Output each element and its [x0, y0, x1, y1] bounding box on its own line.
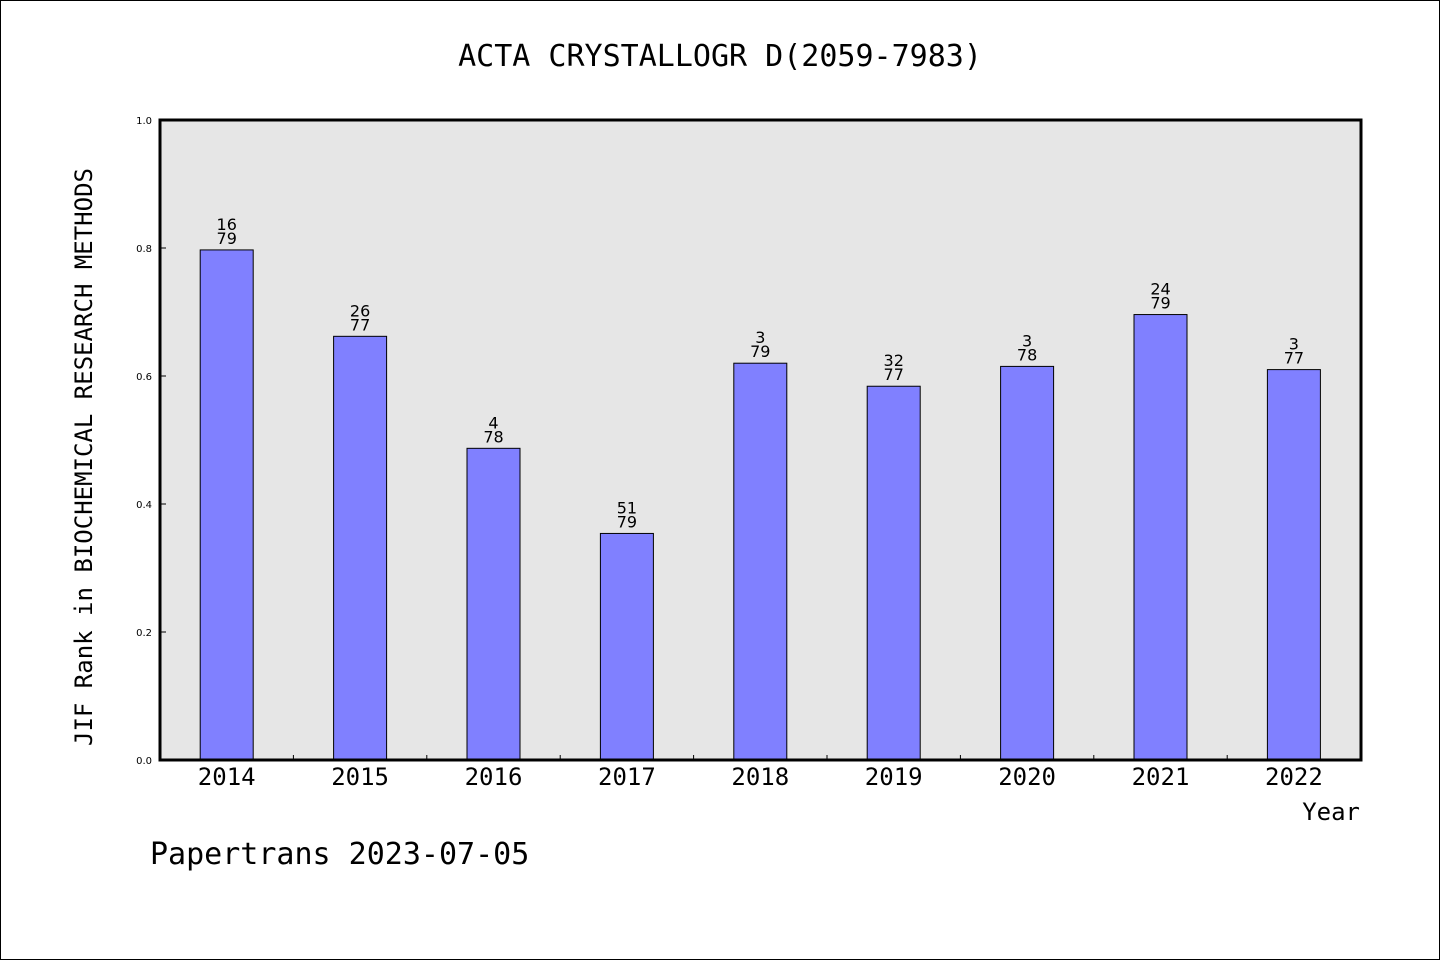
x-axis-label: Year: [1302, 798, 1360, 826]
x-tick-label: 2022: [1265, 763, 1323, 791]
y-tick-label: 0.4: [136, 500, 152, 511]
y-axis-label: JIF Rank in BIOCHEMICAL RESEARCH METHODS: [70, 168, 98, 746]
bar-2016: [466, 447, 521, 761]
bar-2019: [866, 385, 921, 761]
bar-total-label: 79: [750, 342, 770, 361]
bar-rank-label: 3: [1022, 331, 1032, 350]
x-tick-label: 2018: [731, 763, 789, 791]
bar-rank-label: 51: [617, 498, 637, 517]
bar-2015: [333, 335, 388, 761]
y-tick-label: 0.6: [136, 372, 152, 383]
y-tick-label: 0.0: [136, 756, 152, 767]
y-tick-label: 0.2: [136, 628, 152, 639]
bar-rank-label: 16: [217, 215, 237, 234]
x-tick-label: 2016: [465, 763, 523, 791]
bar-total-label: 77: [350, 315, 370, 334]
y-tick-label: 0.8: [136, 244, 152, 255]
x-tick-label: 2014: [198, 763, 256, 791]
bar-total-label: 79: [1150, 294, 1170, 313]
x-tick-label: 2020: [998, 763, 1056, 791]
y-tick-label: 1.0: [136, 116, 152, 127]
bar-rank-label: 3: [755, 328, 765, 347]
bar-total-label: 77: [884, 365, 904, 384]
x-tick-label: 2017: [598, 763, 656, 791]
bar-total-label: 79: [217, 229, 237, 248]
plot-border: [158, 118, 1363, 762]
bar-2017: [599, 532, 654, 761]
x-tick-label: 2019: [865, 763, 923, 791]
footer-credit: Papertrans 2023-07-05: [150, 837, 529, 872]
bar-rank-label: 32: [884, 351, 904, 370]
bar-2022: [1266, 369, 1321, 761]
bars-layer: [199, 249, 1321, 761]
bar-2018: [733, 362, 788, 761]
bar-2020: [1000, 365, 1055, 761]
chart-title: ACTA CRYSTALLOGR D(2059-7983): [458, 39, 982, 74]
bar-rank-label: 3: [1289, 335, 1299, 354]
bar-rank-label: 26: [350, 301, 370, 320]
bar-rank-label: 24: [1150, 280, 1170, 299]
bar-rank-label: 4: [488, 413, 498, 432]
bar-2021: [1133, 314, 1188, 761]
x-tick-label: 2015: [331, 763, 389, 791]
x-tick-label: 2021: [1132, 763, 1190, 791]
bar-total-label: 77: [1284, 349, 1304, 368]
bar-total-label: 79: [617, 512, 637, 531]
bar-total-label: 78: [483, 427, 503, 446]
bar-2014: [199, 249, 254, 761]
bar-total-label: 78: [1017, 345, 1037, 364]
x-axis-ticks: 2014 2015 2016 2017 2018 2019 2020 2021 2022: [198, 755, 1323, 791]
